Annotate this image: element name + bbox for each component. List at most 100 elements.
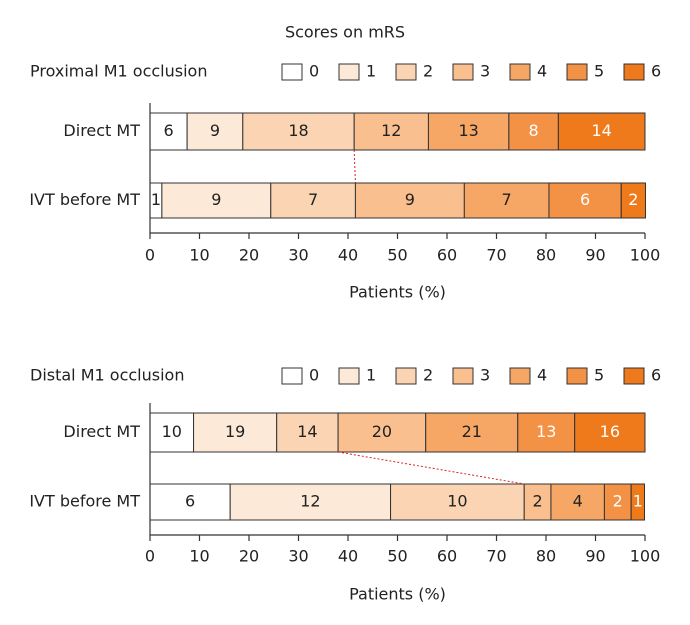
legend-swatch (281, 367, 303, 385)
legend-swatch (509, 367, 531, 385)
bar-segment (603, 483, 632, 521)
x-tick-label: 0 (145, 547, 155, 566)
x-tick-label: 100 (630, 246, 661, 265)
bar-label: 13 (536, 422, 556, 441)
x-tick-label: 0 (145, 246, 155, 265)
legend-title: Scores on mRS (285, 23, 405, 42)
chart-title: Distal M1 occlusion (30, 366, 184, 385)
legend-label: 5 (594, 366, 604, 385)
bar-segment (427, 112, 510, 151)
x-tick-label: 60 (437, 246, 457, 265)
x-tick-label: 90 (585, 246, 605, 265)
x-tick-label: 70 (486, 547, 506, 566)
legend-label: 1 (366, 62, 376, 81)
bar-segment (550, 483, 605, 521)
legend-label: 2 (423, 62, 433, 81)
x-tick-label: 50 (387, 246, 407, 265)
bar-label: 7 (502, 190, 512, 209)
bar-label: 18 (288, 121, 308, 140)
legend-swatch (281, 63, 303, 81)
y-tick-label: Direct MT (63, 422, 140, 441)
bar-label: 7 (308, 190, 318, 209)
bar-label: 8 (529, 121, 539, 140)
legend-swatch (623, 63, 645, 81)
y-tick-label: IVT before MT (29, 190, 140, 209)
legend-swatch (509, 63, 531, 81)
bar-segment (630, 483, 646, 521)
x-tick-label: 20 (239, 547, 259, 566)
y-tick-label: IVT before MT (29, 492, 140, 511)
bar-label: 10 (162, 422, 182, 441)
x-axis-label: Patients (%) (349, 585, 446, 604)
bar-segment (548, 182, 622, 219)
legend-label: 1 (366, 366, 376, 385)
bar-segment (620, 182, 646, 219)
x-axis-label: Patients (%) (349, 283, 446, 302)
bar-segment (193, 412, 278, 453)
x-tick-label: 70 (486, 246, 506, 265)
x-tick-label: 30 (288, 547, 308, 566)
bar-label: 4 (573, 492, 583, 511)
bar-segment (161, 182, 272, 219)
bar-label: 14 (297, 422, 317, 441)
bar-label: 12 (381, 121, 401, 140)
legend-label: 4 (537, 366, 547, 385)
connector (353, 149, 356, 184)
bar-label: 21 (462, 422, 482, 441)
legend-label: 6 (651, 62, 661, 81)
bar-label: 12 (300, 492, 320, 511)
legend-swatch (338, 63, 360, 81)
bar-segment (270, 182, 356, 219)
x-tick-label: 40 (338, 547, 358, 566)
bar-label: 13 (458, 121, 478, 140)
bar-segment (276, 412, 339, 453)
bar-label: 20 (372, 422, 392, 441)
bar-segment (229, 483, 392, 521)
legend-label: 0 (309, 366, 319, 385)
x-tick-label: 30 (288, 246, 308, 265)
bar-label: 6 (580, 190, 590, 209)
bar-segment (517, 412, 576, 453)
y-tick-label: Direct MT (63, 121, 140, 140)
legend-label: 2 (423, 366, 433, 385)
x-tick-label: 100 (630, 547, 661, 566)
bar-label: 6 (163, 121, 173, 140)
bar-segment (463, 182, 550, 219)
x-tick-label: 80 (536, 246, 556, 265)
bar-segment (523, 483, 552, 521)
bar-label: 2 (628, 190, 638, 209)
legend-label: 3 (480, 366, 490, 385)
chart-title: Proximal M1 occlusion (30, 62, 207, 81)
bar-label: 9 (210, 121, 220, 140)
bar-label: 19 (225, 422, 245, 441)
connector (338, 451, 525, 485)
bar-label: 1 (633, 492, 643, 511)
legend-label: 3 (480, 62, 490, 81)
legend-swatch (395, 63, 417, 81)
bar-label: 14 (592, 121, 612, 140)
legend-swatch (623, 367, 645, 385)
legend-swatch (452, 367, 474, 385)
bar-label: 2 (613, 492, 623, 511)
x-tick-label: 80 (536, 547, 556, 566)
legend-swatch (566, 367, 588, 385)
bar-segment (508, 112, 559, 151)
legend-label: 6 (651, 366, 661, 385)
x-tick-label: 90 (585, 547, 605, 566)
x-tick-label: 60 (437, 547, 457, 566)
x-tick-label: 40 (338, 246, 358, 265)
x-tick-label: 20 (239, 246, 259, 265)
legend-swatch (395, 367, 417, 385)
bar-label: 1 (151, 190, 161, 209)
bar-label: 9 (405, 190, 415, 209)
bar-segment (557, 112, 646, 151)
bar-label: 6 (185, 492, 195, 511)
legend-swatch (566, 63, 588, 81)
legend-label: 0 (309, 62, 319, 81)
bar-label: 16 (600, 422, 620, 441)
bar-segment (574, 412, 646, 453)
legend-swatch (452, 63, 474, 81)
legend-swatch (338, 367, 360, 385)
bar-label: 9 (211, 190, 221, 209)
